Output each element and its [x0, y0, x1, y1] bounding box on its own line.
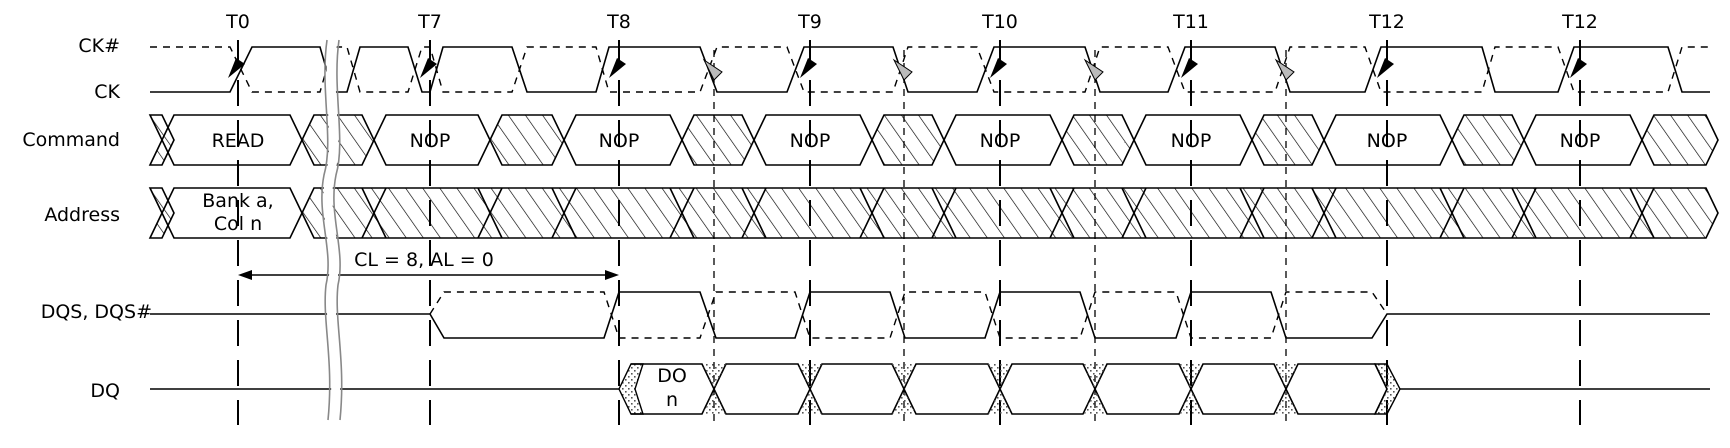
dq-data-label: DO [657, 365, 687, 387]
address-bus [148, 187, 1719, 239]
tick-label-t7: T7 [417, 11, 442, 33]
rising-edge-arrow [609, 58, 626, 78]
command-invalid-segment [1061, 114, 1135, 166]
tick-label-t10: T10 [981, 11, 1018, 33]
tick-label-t0: T0 [225, 11, 250, 33]
signal-label-address: Address [44, 204, 120, 226]
signal-label-ck: CK [94, 81, 120, 103]
tick-label-t12-second: T12 [1561, 11, 1598, 33]
dq-data-cell [903, 363, 1001, 415]
dq-data-cell [1190, 363, 1287, 415]
command-invalid-segment [1251, 114, 1325, 166]
command-nop-label: NOP [790, 130, 831, 152]
dq-end-transition [1373, 363, 1401, 415]
cl-latency-arrow [238, 270, 619, 280]
command-nop-label: NOP [599, 130, 640, 152]
dq-transition [618, 363, 644, 415]
command-read-label: READ [212, 130, 265, 152]
dq-data-cell [999, 363, 1096, 415]
command-nop-label: NOP [1171, 130, 1212, 152]
command-nop-label: NOP [1367, 130, 1408, 152]
ck-waveform [150, 46, 1710, 93]
clock-edge-arrows [228, 58, 1587, 81]
signal-label-command: Command [22, 129, 120, 151]
falling-edge-arrow [702, 58, 723, 81]
rising-edge-arrow [1377, 58, 1394, 78]
rising-edge-arrow [1181, 58, 1198, 78]
command-invalid-segment [1451, 114, 1525, 166]
command-invalid-segment [681, 114, 755, 166]
dq-bus [150, 363, 1710, 415]
address-bank-label: Bank a, [202, 190, 273, 212]
falling-edge-arrow [1083, 58, 1104, 81]
address-col-label: Col n [214, 213, 262, 235]
signal-label-dq: DQ [90, 380, 120, 402]
address-dont-care-transitions [361, 187, 1655, 239]
command-bus [148, 114, 1719, 166]
rising-edge-arrow [800, 58, 817, 78]
rising-edge-arrow [420, 58, 437, 78]
command-invalid-segment [489, 114, 565, 166]
rising-edge-arrow [990, 58, 1007, 78]
dqs-n-waveform [429, 291, 1388, 339]
command-nop-label: NOP [1560, 130, 1601, 152]
falling-edge-arrow [1274, 58, 1295, 81]
command-invalid-segment [1641, 114, 1719, 166]
ck-n-waveform [150, 46, 1710, 93]
rising-edge-arrow [1570, 58, 1587, 78]
dqs-waveform [150, 291, 1710, 339]
signal-label-dqs: DQS, DQS# [41, 301, 152, 323]
tick-label-t12: T12 [1368, 11, 1405, 33]
falling-edge-arrow [892, 58, 913, 81]
address-invalid-segment [301, 187, 1719, 239]
signal-label-ck-n: CK# [78, 35, 120, 57]
tick-label-t8: T8 [606, 11, 631, 33]
command-nop-label: NOP [410, 130, 451, 152]
tick-label-t9: T9 [797, 11, 822, 33]
dq-data-sub-label: n [666, 389, 678, 411]
tick-label-t11: T11 [1172, 11, 1209, 33]
dq-data-cell [809, 363, 905, 415]
rising-edge-arrow [228, 58, 245, 78]
dq-data-cell [1285, 363, 1388, 415]
cl-latency-label: CL = 8, AL = 0 [354, 249, 494, 271]
command-invalid-segment [871, 114, 945, 166]
dq-data-cell [1094, 363, 1192, 415]
dq-transition-dots [702, 364, 1298, 414]
command-nop-label: NOP [980, 130, 1021, 152]
time-break-indicator [321, 39, 343, 421]
dq-data-cell [713, 363, 811, 415]
